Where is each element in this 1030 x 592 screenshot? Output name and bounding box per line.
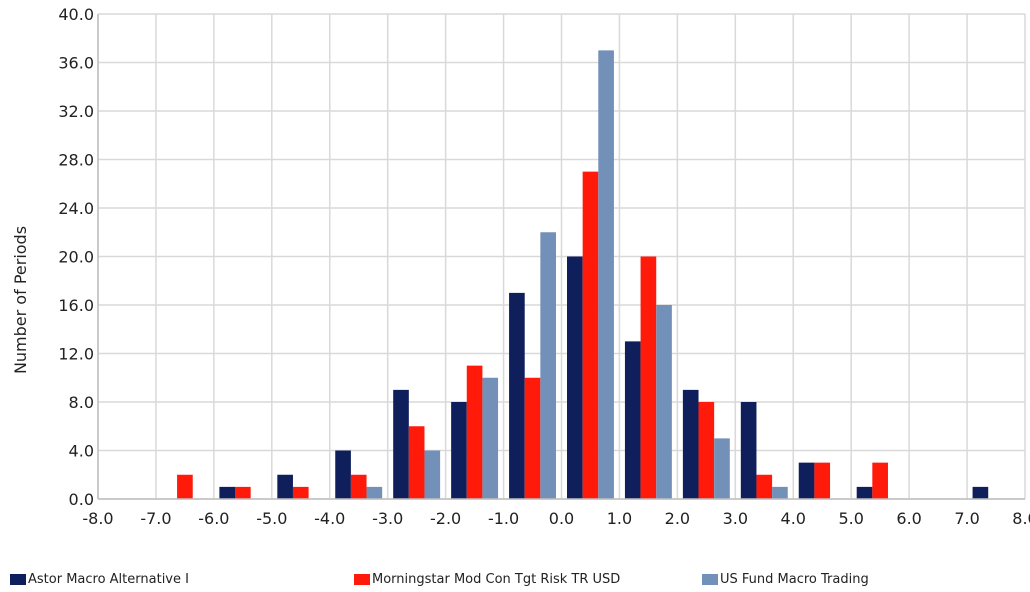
bar-series-1 xyxy=(177,474,193,499)
x-tick-label: 8.0 xyxy=(1012,509,1030,528)
bar-series-1 xyxy=(524,377,541,499)
bar-series-1 xyxy=(640,256,657,499)
bar-series-0 xyxy=(451,402,467,499)
x-tick-label: -4.0 xyxy=(314,509,345,528)
bar-series-0 xyxy=(277,474,293,499)
legend-label-morningstar: Morningstar Mod Con Tgt Risk TR USD xyxy=(372,572,621,587)
legend-label-astor: Astor Macro Alternative I xyxy=(28,572,189,587)
axes xyxy=(97,14,1025,500)
legend-item-morningstar: Morningstar Mod Con Tgt Risk TR USD xyxy=(354,572,620,587)
x-tick-label: 4.0 xyxy=(781,509,806,528)
legend-item-astor: Astor Macro Alternative I xyxy=(10,572,189,587)
bar-series-1 xyxy=(582,171,599,500)
y-tick-label: 24.0 xyxy=(58,199,94,218)
y-tick-label: 28.0 xyxy=(58,151,94,170)
bar-series-0 xyxy=(219,486,236,500)
legend: Astor Macro Alternative I Morningstar Mo… xyxy=(0,572,1030,592)
x-tick-label: 2.0 xyxy=(665,509,690,528)
bar-series-0 xyxy=(335,450,351,499)
x-tick-labels: -8.0 -7.0 -6.0 -5.0 -4.0 -3.0 -2.0 -1.0 0.0 1.0 2.… xyxy=(82,509,1030,528)
bar-series-0 xyxy=(624,341,641,500)
x-tick-label: 5.0 xyxy=(838,509,863,528)
bar-series-2 xyxy=(656,305,672,499)
histogram-chart: 0.0 4.0 8.0 12.0 16.0 20.0 24.0 28.0 32.0 36.0 40.… xyxy=(11,5,1030,528)
legend-swatch-astor xyxy=(10,574,26,585)
y-tick-label: 16.0 xyxy=(58,296,94,315)
bar-series-0 xyxy=(682,389,699,500)
bar-series-0 xyxy=(509,292,525,500)
y-tick-label: 12.0 xyxy=(58,345,94,364)
x-tick-label: 7.0 xyxy=(954,509,979,528)
y-tick-label: 8.0 xyxy=(69,393,94,412)
legend-label-us-fund: US Fund Macro Trading xyxy=(720,572,869,587)
bar-series-1 xyxy=(814,462,831,500)
bar-series-2 xyxy=(540,232,556,499)
x-tick-label: -1.0 xyxy=(488,509,519,528)
x-tick-label: -3.0 xyxy=(372,509,403,528)
bar-series-1 xyxy=(350,474,367,499)
bar-series-0 xyxy=(856,486,873,500)
x-tick-label: -5.0 xyxy=(256,509,287,528)
bar-series-2 xyxy=(598,50,614,500)
bar-series-2 xyxy=(366,486,383,500)
bar-series-2 xyxy=(424,450,441,499)
x-tick-label: 0.0 xyxy=(549,509,574,528)
y-tick-label: 0.0 xyxy=(69,490,94,509)
bar-series-1 xyxy=(408,426,425,499)
x-tick-label: -7.0 xyxy=(140,509,171,528)
bar-series-0 xyxy=(567,256,583,499)
y-tick-label: 4.0 xyxy=(69,442,94,461)
bar-series-1 xyxy=(872,462,888,500)
y-tick-label: 40.0 xyxy=(58,5,94,24)
legend-swatch-us-fund xyxy=(702,574,718,585)
y-tick-label: 20.0 xyxy=(58,248,94,267)
bars xyxy=(177,50,989,500)
bar-series-1 xyxy=(466,365,483,500)
bar-series-1 xyxy=(292,486,309,500)
x-tick-label: 3.0 xyxy=(723,509,748,528)
legend-item-us-fund: US Fund Macro Trading xyxy=(702,572,869,587)
bar-series-2 xyxy=(772,486,788,500)
y-tick-labels: 0.0 4.0 8.0 12.0 16.0 20.0 24.0 28.0 32.0 36.0 40.… xyxy=(58,5,94,509)
y-tick-label: 32.0 xyxy=(58,102,94,121)
y-tick-label: 36.0 xyxy=(58,54,94,73)
bar-series-1 xyxy=(756,474,773,499)
legend-swatch-morningstar xyxy=(354,574,370,585)
bar-series-1 xyxy=(235,486,251,500)
bar-series-2 xyxy=(482,377,499,499)
grid-lines xyxy=(97,13,1026,500)
bar-series-0 xyxy=(972,486,989,500)
bar-series-0 xyxy=(798,462,815,500)
bar-series-0 xyxy=(393,389,409,500)
y-axis-label: Number of Periods xyxy=(11,226,30,374)
x-tick-label: -8.0 xyxy=(82,509,113,528)
x-tick-label: 1.0 xyxy=(607,509,632,528)
bar-series-0 xyxy=(740,402,757,499)
bar-series-2 xyxy=(714,438,730,500)
x-tick-label: 6.0 xyxy=(896,509,921,528)
x-tick-label: -6.0 xyxy=(198,509,229,528)
x-tick-label: -2.0 xyxy=(430,509,461,528)
bar-series-1 xyxy=(698,402,715,499)
